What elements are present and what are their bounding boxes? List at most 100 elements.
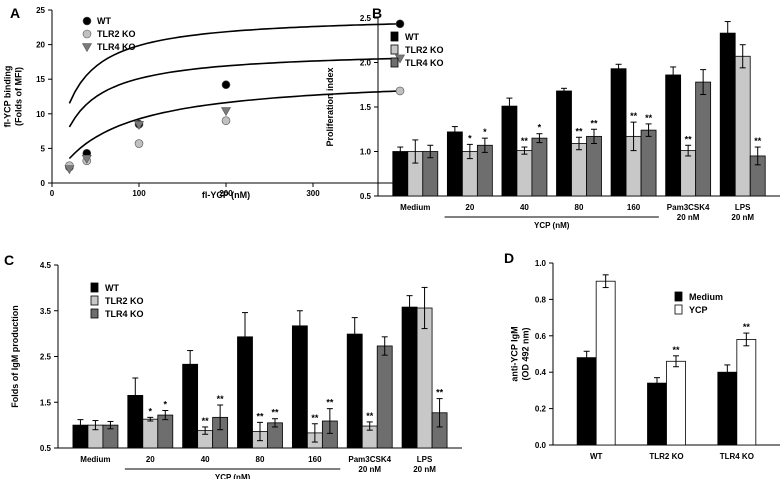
- x-tick-label: 40: [520, 203, 529, 212]
- point-tlr4-ko: [220, 107, 232, 117]
- bar-wt: [556, 90, 572, 197]
- x-tick-label: 160: [627, 203, 641, 212]
- y-tick-label-a: 20: [36, 41, 45, 50]
- legend-swatch-tlr4-ko: [390, 57, 399, 68]
- bar-medium: [576, 357, 597, 446]
- legend-marker-wt: [82, 16, 92, 26]
- significance-mark: **: [645, 113, 653, 123]
- x-tick-label-a: 200: [219, 189, 233, 198]
- bar-wt: [501, 105, 518, 197]
- bar-ycp: [595, 280, 616, 446]
- bar-tlr4-ko: [695, 81, 712, 197]
- bar-wt: [291, 325, 308, 449]
- legend-marker-tlr4-ko: [81, 43, 93, 53]
- x-tick-label-a: 100: [132, 189, 146, 198]
- significance-mark: **: [630, 111, 638, 121]
- x-tick-label: TLR4 KO: [720, 452, 754, 461]
- fit-curve-tlr4-ko: [68, 57, 401, 128]
- bar-wt: [401, 306, 418, 449]
- x-tick-label: 20: [465, 203, 474, 212]
- significance-mark: **: [436, 388, 444, 398]
- x-tick-sublabel: 20 nM: [731, 213, 754, 222]
- y-tick-label: 0.5: [40, 444, 52, 453]
- significance-mark: **: [521, 136, 529, 146]
- significance-mark: *: [149, 406, 153, 416]
- point-tlr4-ko: [133, 121, 145, 130]
- x-tick-label: Pam3CSK4: [667, 203, 710, 212]
- significance-mark: **: [217, 394, 225, 404]
- bar-tlr2-ko: [516, 150, 533, 197]
- point-tlr2-ko: [134, 139, 144, 148]
- y-tick-label: 2.5: [40, 353, 52, 362]
- significance-mark: **: [672, 345, 680, 355]
- legend-swatch-ycp: [674, 304, 683, 315]
- bar-tlr2-ko: [734, 55, 751, 197]
- legend-swatch-wt: [90, 282, 99, 293]
- y-tick-label: 1.0: [360, 148, 372, 157]
- point-wt: [221, 80, 231, 90]
- x-tick-label: 40: [201, 455, 210, 464]
- y-tick-label-a: 5: [41, 144, 46, 153]
- legend-label: TLR4 KO: [105, 309, 144, 319]
- bar-tlr2-ko: [142, 418, 159, 449]
- significance-mark: **: [366, 411, 374, 421]
- legend-swatch-tlr2-ko: [90, 295, 99, 306]
- y-tick-label: 3.5: [40, 307, 52, 316]
- y-tick-label: 1.5: [40, 398, 52, 407]
- bar-wt: [346, 333, 363, 449]
- point-wt: [395, 19, 405, 29]
- ycp-group-label: YCP (nM): [534, 221, 570, 230]
- significance-mark: **: [754, 136, 762, 146]
- legend-swatch-tlr2-ko: [390, 44, 399, 55]
- x-tick-sublabel: 20 nM: [677, 213, 700, 222]
- legend-label: WT: [405, 32, 419, 42]
- x-tick-label: 80: [256, 455, 265, 464]
- point-tlr2-ko: [395, 86, 405, 96]
- legend-label: YCP: [689, 305, 708, 315]
- legend-label: Medium: [689, 292, 723, 302]
- bar-wt: [719, 32, 736, 197]
- legend-label-a: TLR2 KO: [97, 29, 136, 39]
- x-tick-sublabel: 20 nM: [413, 465, 436, 474]
- y-tick-label-a: 0: [41, 179, 46, 188]
- bar-tlr4-ko: [586, 135, 602, 197]
- significance-mark: **: [743, 322, 751, 332]
- y-tick-label: 0.6: [535, 332, 547, 341]
- y-tick-label: 2.5: [360, 14, 372, 23]
- x-tick-sublabel: 20 nM: [358, 465, 381, 474]
- significance-mark: **: [575, 126, 583, 136]
- bar-wt: [392, 151, 409, 197]
- point-tlr4-ko: [81, 154, 92, 164]
- bar-medium: [717, 371, 738, 446]
- x-tick-label-a: 300: [306, 189, 320, 198]
- y-tick-label-a: 15: [36, 75, 45, 84]
- x-tick-label: Medium: [80, 455, 110, 464]
- ycp-group-label: YCP (nM): [215, 473, 251, 479]
- significance-mark: **: [202, 416, 210, 426]
- y-tick-label: 0.4: [535, 368, 547, 377]
- significance-mark: **: [590, 118, 598, 128]
- y-tick-label: 2.0: [360, 59, 372, 68]
- bar-wt: [446, 131, 463, 197]
- y-axis-title-a: (Folds of MFI): [14, 67, 24, 126]
- y-tick-label: 0.5: [360, 192, 372, 201]
- legend-label: WT: [105, 283, 119, 293]
- y-tick-label: 1.5: [360, 103, 372, 112]
- y-tick-label: 4.5: [40, 261, 52, 270]
- legend-label: TLR2 KO: [105, 296, 144, 306]
- point-tlr4-ko: [64, 165, 75, 175]
- bar-ycp: [736, 339, 757, 446]
- significance-mark: *: [164, 399, 168, 409]
- y-tick-label-a: 25: [36, 6, 45, 15]
- x-tick-label: 20: [146, 455, 155, 464]
- y-axis-title: Proliferation index: [325, 67, 335, 146]
- y-tick-label-a: 10: [36, 110, 45, 119]
- y-tick-label: 0.0: [535, 441, 547, 450]
- y-axis-title: Folds of IgM production: [10, 305, 20, 407]
- bar-wt: [610, 68, 627, 197]
- y-tick-label: 1.0: [535, 259, 547, 268]
- bar-tlr2-ko: [571, 143, 587, 197]
- legend-label-a: TLR4 KO: [97, 42, 136, 52]
- bar-medium: [647, 382, 667, 446]
